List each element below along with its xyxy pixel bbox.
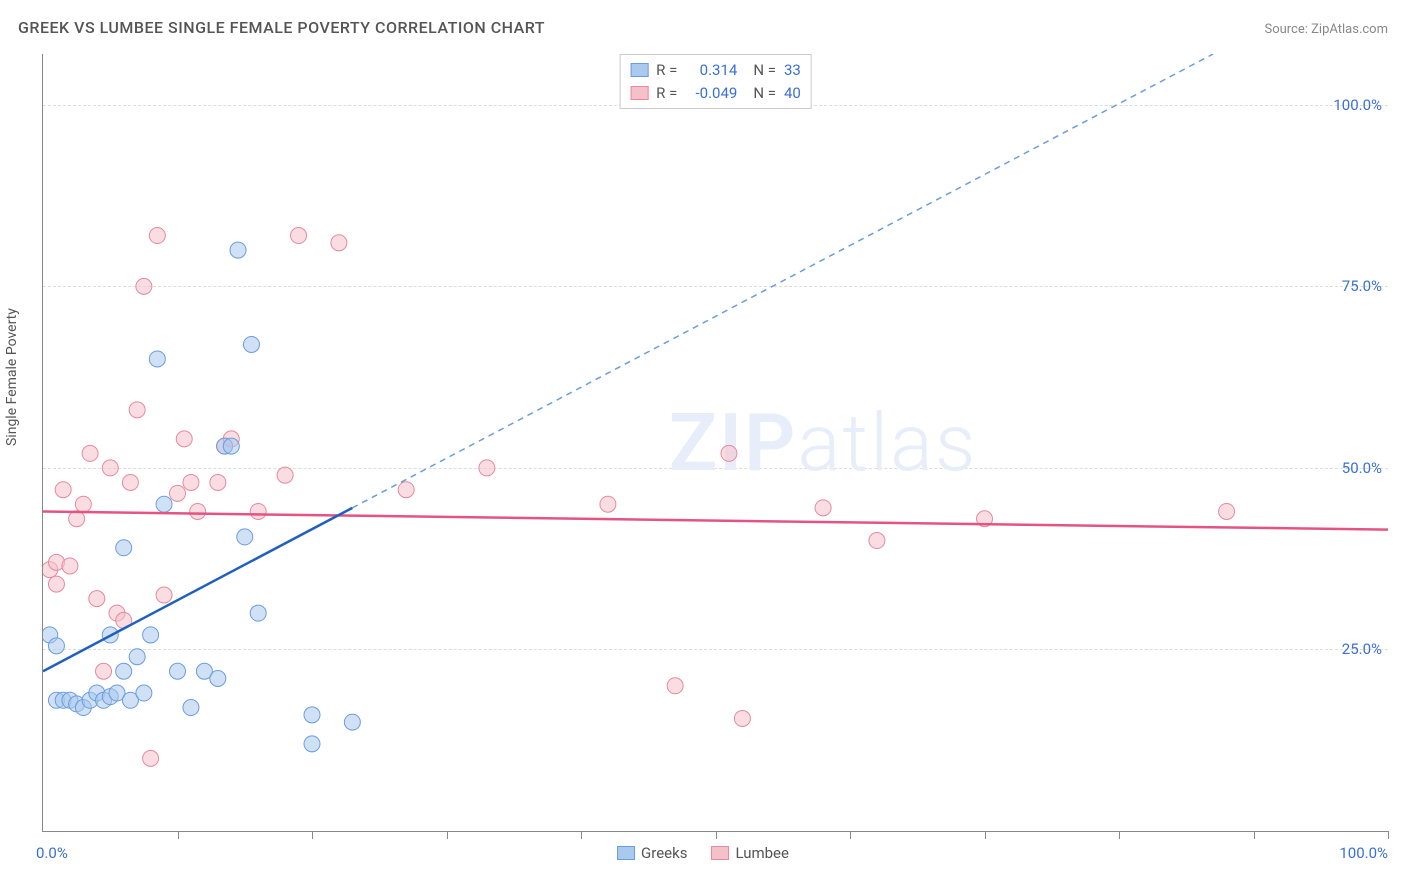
data-point <box>129 649 145 665</box>
data-point <box>304 736 320 752</box>
data-point <box>48 576 64 592</box>
data-point <box>183 474 199 490</box>
data-point <box>82 445 98 461</box>
data-point <box>250 605 266 621</box>
data-point <box>331 235 347 251</box>
data-point <box>96 663 112 679</box>
x-tick-label-max: 100.0% <box>1339 844 1388 862</box>
x-tick <box>1388 831 1389 839</box>
data-point <box>143 750 159 766</box>
data-point <box>170 485 186 501</box>
data-point <box>62 558 78 574</box>
data-point <box>869 533 885 549</box>
x-tick <box>985 831 986 839</box>
data-point <box>344 714 360 730</box>
data-point <box>183 700 199 716</box>
trend-line <box>43 508 352 671</box>
data-point <box>116 540 132 556</box>
data-point <box>143 627 159 643</box>
legend-r-label: R = <box>656 82 677 105</box>
data-point <box>102 460 118 476</box>
y-axis-label: Single Female Poverty <box>4 308 20 446</box>
source-label: Source: ZipAtlas.com <box>1264 22 1388 37</box>
data-point <box>304 707 320 723</box>
legend-row: R = -0.049 N = 40 <box>630 82 801 105</box>
x-tick <box>716 831 717 839</box>
plot-area: ZIPatlas R =0.314N =33R =-0.049N =40 25.… <box>42 54 1388 832</box>
legend-n-label: N = <box>753 82 776 105</box>
data-point <box>129 402 145 418</box>
x-tick <box>850 831 851 839</box>
data-point <box>170 663 186 679</box>
chart-title: GREEK VS LUMBEE SINGLE FEMALE POVERTY CO… <box>18 18 545 37</box>
data-point <box>291 228 307 244</box>
data-point <box>815 500 831 516</box>
legend-row: R = 0.314 N = 33 <box>630 59 801 82</box>
legend-swatch <box>711 846 729 860</box>
data-point <box>122 474 138 490</box>
x-tick <box>312 831 313 839</box>
x-tick <box>581 831 582 839</box>
data-point <box>48 638 64 654</box>
data-point <box>600 496 616 512</box>
x-tick-label-min: 0.0% <box>36 844 68 862</box>
x-tick <box>1119 831 1120 839</box>
data-point <box>1219 503 1235 519</box>
data-point <box>237 529 253 545</box>
data-point <box>479 460 495 476</box>
data-point <box>176 431 192 447</box>
data-point <box>250 503 266 519</box>
legend-swatch <box>630 63 648 77</box>
legend-n-label: N = <box>753 59 776 82</box>
legend-n-value: 40 <box>784 82 801 105</box>
trend-line <box>352 54 1213 508</box>
legend-swatch <box>630 86 648 100</box>
x-tick <box>447 831 448 839</box>
data-point <box>223 438 239 454</box>
series-legend-item: Lumbee <box>711 844 789 862</box>
correlation-legend: R = 0.314 N = 33 R = -0.049 N = 40 <box>619 54 812 109</box>
data-point <box>734 710 750 726</box>
trend-line <box>43 511 1388 529</box>
data-point <box>398 482 414 498</box>
data-point <box>243 336 259 352</box>
legend-swatch <box>617 846 635 860</box>
data-point <box>149 351 165 367</box>
chart-svg <box>43 54 1388 831</box>
data-point <box>149 228 165 244</box>
data-point <box>210 474 226 490</box>
x-tick <box>1254 831 1255 839</box>
data-point <box>667 678 683 694</box>
legend-r-value: -0.049 <box>685 82 737 105</box>
data-point <box>116 663 132 679</box>
data-point <box>721 445 737 461</box>
data-point <box>277 467 293 483</box>
data-point <box>156 587 172 603</box>
data-point <box>55 482 71 498</box>
data-point <box>156 496 172 512</box>
legend-n-value: 33 <box>784 59 801 82</box>
x-tick <box>178 831 179 839</box>
data-point <box>190 503 206 519</box>
data-point <box>136 278 152 294</box>
data-point <box>89 591 105 607</box>
legend-r-value: 0.314 <box>685 59 737 82</box>
data-point <box>136 685 152 701</box>
legend-r-label: R = <box>656 59 677 82</box>
data-point <box>75 496 91 512</box>
series-legend: Greeks Lumbee <box>617 844 789 862</box>
data-point <box>210 671 226 687</box>
data-point <box>230 242 246 258</box>
series-legend-item: Greeks <box>617 844 687 862</box>
series-legend-label: Greeks <box>641 844 687 862</box>
series-legend-label: Lumbee <box>735 844 789 862</box>
